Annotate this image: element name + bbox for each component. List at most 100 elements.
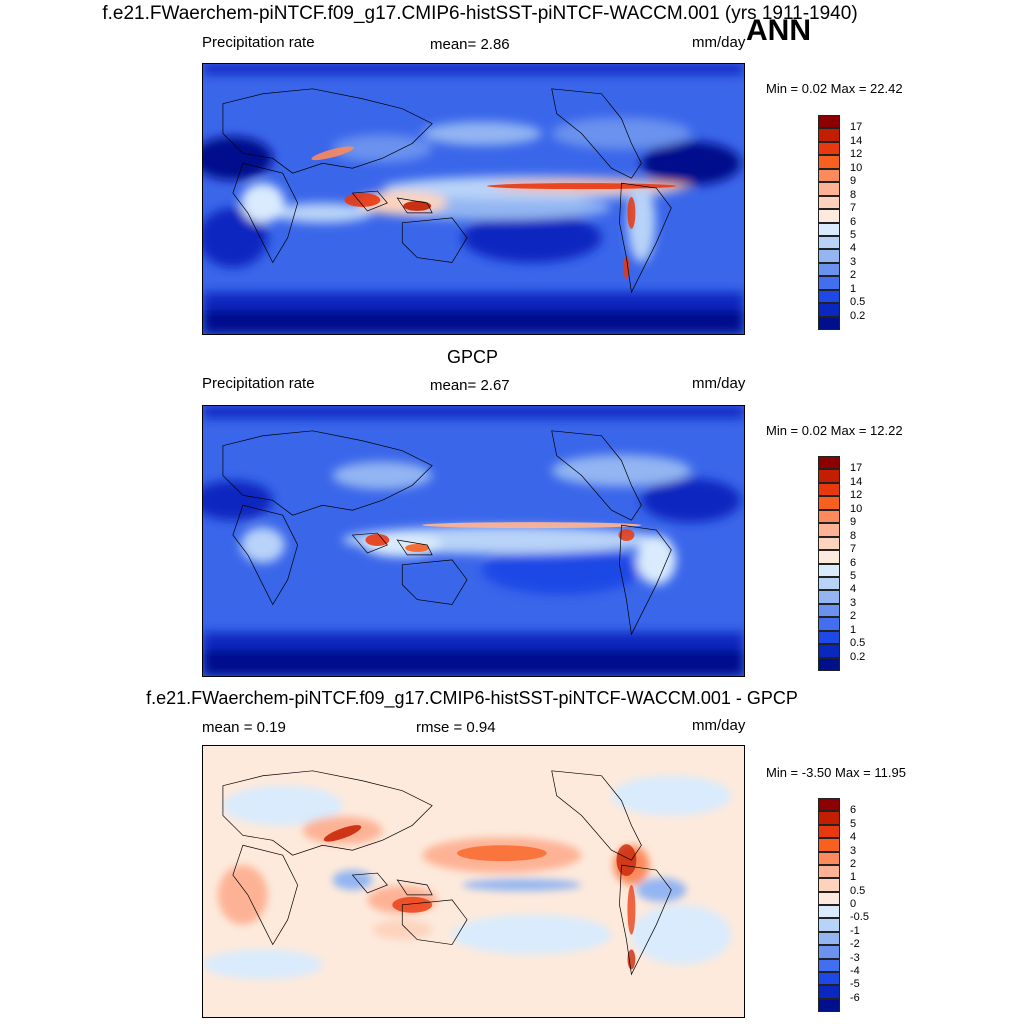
colorbar-swatch bbox=[818, 971, 840, 986]
colorbar-swatch bbox=[818, 168, 840, 183]
colorbar-swatch bbox=[818, 945, 840, 959]
colorbar-swatch bbox=[818, 209, 840, 223]
panel2-minmax: Min = 0.02 Max = 12.22 bbox=[766, 423, 903, 438]
colorbar-swatch bbox=[818, 222, 840, 236]
colorbar-swatch bbox=[818, 824, 840, 839]
colorbar-swatch bbox=[818, 603, 840, 618]
colorbar-swatch bbox=[818, 523, 840, 537]
colorbar-swatch bbox=[818, 316, 840, 330]
panel2-units-label: mm/day bbox=[692, 375, 746, 392]
colorbar-tick-label: 8 bbox=[850, 529, 857, 542]
colorbar-tick-label: 4 bbox=[850, 831, 857, 844]
panel1-variable-label: Precipitation rate bbox=[202, 34, 315, 51]
colorbar-swatch bbox=[818, 128, 840, 142]
colorbar-swatch bbox=[818, 262, 840, 277]
colorbar-swatch bbox=[818, 918, 840, 932]
colorbar-swatch bbox=[818, 141, 840, 156]
colorbar-swatch bbox=[818, 931, 840, 946]
colorbar-tick-label: 0.2 bbox=[850, 650, 866, 663]
colorbar-swatch bbox=[818, 864, 840, 879]
colorbar-swatch bbox=[818, 235, 840, 250]
colorbar-swatch bbox=[818, 536, 840, 551]
colorbar-swatch bbox=[818, 155, 840, 169]
panel2-map bbox=[202, 405, 745, 677]
panel2-title: GPCP bbox=[447, 347, 499, 367]
colorbar-swatch bbox=[818, 182, 840, 196]
colorbar-tick-label: 0.5 bbox=[850, 884, 866, 897]
colorbar-tick-label: 4 bbox=[850, 242, 857, 255]
panel3-map bbox=[202, 745, 745, 1018]
colorbar-tick-label: 6 bbox=[850, 556, 857, 569]
colorbar-swatch bbox=[818, 998, 840, 1012]
colorbar-swatch bbox=[818, 509, 840, 524]
colorbar-tick-label: -4 bbox=[850, 964, 860, 977]
colorbar-tick-label: 10 bbox=[850, 502, 863, 515]
panel1-map bbox=[202, 63, 745, 335]
colorbar-tick-label: 1 bbox=[850, 871, 857, 884]
colorbar-tick-label: 5 bbox=[850, 817, 857, 830]
colorbar-tick-label: -1 bbox=[850, 924, 860, 937]
colorbar-tick-label: 4 bbox=[850, 583, 857, 596]
panel1-colorbar bbox=[818, 115, 840, 330]
colorbar-swatch bbox=[818, 195, 840, 210]
colorbar-swatch bbox=[818, 798, 840, 812]
colorbar-swatch bbox=[818, 289, 840, 304]
colorbar-tick-label: 5 bbox=[850, 569, 857, 582]
colorbar-tick-label: 3 bbox=[850, 255, 857, 268]
colorbar-tick-label: 17 bbox=[850, 462, 863, 475]
colorbar-swatch bbox=[818, 891, 840, 905]
colorbar-tick-label: 0.2 bbox=[850, 309, 866, 322]
colorbar-swatch bbox=[818, 249, 840, 263]
colorbar-swatch bbox=[818, 811, 840, 825]
panel2-precip-field bbox=[203, 406, 744, 676]
colorbar-swatch bbox=[818, 905, 840, 919]
colorbar-swatch bbox=[818, 496, 840, 510]
colorbar-tick-label: 9 bbox=[850, 516, 857, 529]
colorbar-tick-label: 3 bbox=[850, 844, 857, 857]
colorbar-tick-label: 10 bbox=[850, 161, 863, 174]
panel3-colorbar bbox=[818, 798, 840, 1012]
colorbar-tick-label: 2 bbox=[850, 857, 857, 870]
panel3-minmax: Min = -3.50 Max = 11.95 bbox=[766, 765, 906, 780]
panel2-mean-label: mean= 2.67 bbox=[430, 377, 510, 394]
colorbar-swatch bbox=[818, 469, 840, 483]
colorbar-tick-label: -0.5 bbox=[850, 911, 869, 924]
colorbar-swatch bbox=[818, 838, 840, 852]
colorbar-tick-label: 0.5 bbox=[850, 637, 866, 650]
colorbar-swatch bbox=[818, 878, 840, 892]
colorbar-tick-label: 12 bbox=[850, 489, 863, 502]
colorbar-swatch bbox=[818, 563, 840, 577]
colorbar-swatch bbox=[818, 617, 840, 631]
panel1-units-label: mm/day bbox=[692, 34, 746, 51]
colorbar-tick-label: 8 bbox=[850, 188, 857, 201]
colorbar-swatch bbox=[818, 644, 840, 658]
colorbar-tick-label: 14 bbox=[850, 475, 863, 488]
colorbar-tick-label: -2 bbox=[850, 938, 860, 951]
colorbar-swatch bbox=[818, 958, 840, 972]
colorbar-tick-label: 2 bbox=[850, 269, 857, 282]
colorbar-tick-label: -6 bbox=[850, 991, 860, 1004]
panel1-mean-label: mean= 2.86 bbox=[430, 36, 510, 53]
colorbar-swatch bbox=[818, 115, 840, 129]
panel3-rmse-label: rmse = 0.94 bbox=[416, 719, 496, 736]
colorbar-tick-label: 6 bbox=[850, 804, 857, 817]
colorbar-swatch bbox=[818, 985, 840, 999]
colorbar-swatch bbox=[818, 550, 840, 564]
colorbar-tick-label: 3 bbox=[850, 596, 857, 609]
panel3-title: f.e21.FWaerchem-piNTCF.f09_g17.CMIP6-his… bbox=[146, 688, 798, 708]
colorbar-swatch bbox=[818, 851, 840, 865]
panel1-minmax: Min = 0.02 Max = 22.42 bbox=[766, 81, 903, 96]
colorbar-tick-label: 2 bbox=[850, 610, 857, 623]
colorbar-tick-label: 5 bbox=[850, 228, 857, 241]
colorbar-tick-label: 9 bbox=[850, 175, 857, 188]
colorbar-tick-label: 1 bbox=[850, 623, 857, 636]
panel3-difference-field bbox=[203, 746, 744, 1017]
panel3-mean-label: mean = 0.19 bbox=[202, 719, 286, 736]
season-label: ANN bbox=[746, 14, 811, 47]
colorbar-swatch bbox=[818, 303, 840, 317]
colorbar-tick-label: 6 bbox=[850, 215, 857, 228]
colorbar-tick-label: 7 bbox=[850, 202, 857, 215]
colorbar-tick-label: 1 bbox=[850, 282, 857, 295]
colorbar-tick-label: 0 bbox=[850, 898, 857, 910]
colorbar-tick-label: -3 bbox=[850, 951, 860, 964]
